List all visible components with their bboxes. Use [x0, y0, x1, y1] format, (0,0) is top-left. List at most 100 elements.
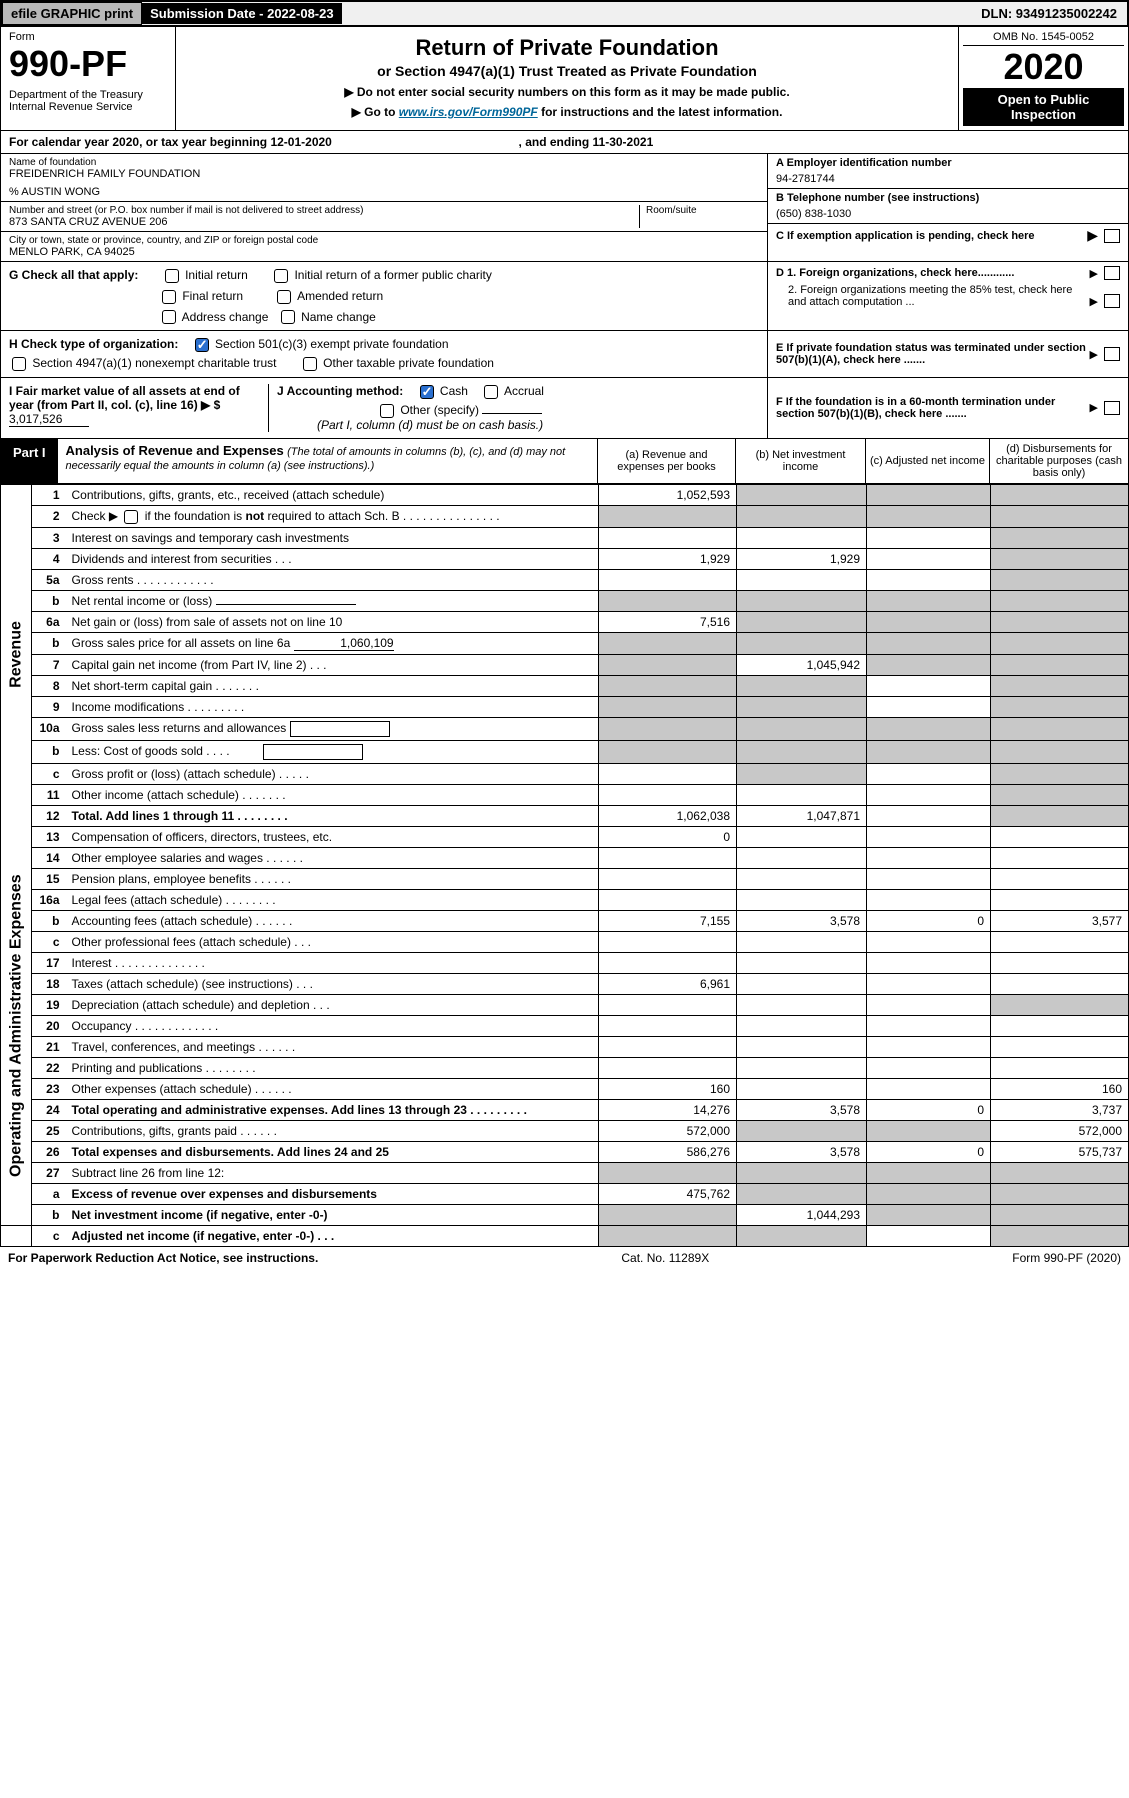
line-desc: Gross rents . . . . . . . . . . . .	[66, 569, 599, 590]
col-a-val: 475,762	[599, 1183, 737, 1204]
note2-pre: ▶ Go to	[352, 105, 399, 119]
ein-cell: A Employer identification number 94-2781…	[768, 154, 1128, 189]
dln-label: DLN: 93491235002242	[971, 3, 1127, 24]
table-row: 10aGross sales less returns and allowanc…	[1, 717, 1129, 740]
efile-graphic-print-button[interactable]: efile GRAPHIC print	[2, 2, 142, 25]
col-a-val: 0	[599, 826, 737, 847]
final-return-checkbox[interactable]	[162, 290, 176, 304]
line-desc: Accounting fees (attach schedule) . . . …	[66, 910, 599, 931]
line-desc: Subtract line 26 from line 12:	[66, 1162, 599, 1183]
d2-label: 2. Foreign organizations meeting the 85%…	[776, 284, 1090, 308]
form-year-block: OMB No. 1545-0052 2020 Open to Public In…	[958, 27, 1128, 130]
table-row: bLess: Cost of goods sold . . . .	[1, 740, 1129, 763]
line-desc: Gross sales less returns and allowances	[66, 717, 599, 740]
form-title-block: Return of Private Foundation or Section …	[176, 27, 958, 130]
sch-b-checkbox[interactable]	[124, 510, 138, 524]
part1-title: Analysis of Revenue and Expenses	[66, 443, 284, 458]
initial-return-checkbox[interactable]	[165, 269, 179, 283]
line-num: 27	[32, 1162, 66, 1183]
line-num: 4	[32, 548, 66, 569]
line-desc: Other expenses (attach schedule) . . . .…	[66, 1078, 599, 1099]
addr-label: Number and street (or P.O. box number if…	[9, 205, 639, 216]
table-row: cGross profit or (loss) (attach schedule…	[1, 763, 1129, 784]
street-address: 873 SANTA CRUZ AVENUE 206	[9, 216, 639, 228]
accrual-checkbox[interactable]	[484, 385, 498, 399]
line-desc: Total. Add lines 1 through 11 . . . . . …	[66, 805, 599, 826]
form-title: Return of Private Foundation	[184, 35, 950, 61]
d1-checkbox[interactable]	[1104, 266, 1120, 280]
address-change-checkbox[interactable]	[162, 310, 176, 324]
col-b-val: 1,929	[737, 548, 867, 569]
g-label: G Check all that apply:	[9, 268, 138, 282]
4947a1-checkbox[interactable]	[12, 357, 26, 371]
col-a-val: 7,516	[599, 611, 737, 632]
line-num: b	[32, 590, 66, 611]
cash-checkbox[interactable]	[420, 385, 434, 399]
line-num: 22	[32, 1057, 66, 1078]
line-num: c	[32, 1225, 66, 1246]
section-i-j-f: I Fair market value of all assets at end…	[0, 378, 1129, 439]
line-num: a	[32, 1183, 66, 1204]
line-num: 5a	[32, 569, 66, 590]
form990pf-link[interactable]: www.irs.gov/Form990PF	[399, 105, 538, 119]
other-method-checkbox[interactable]	[380, 404, 394, 418]
table-row: 6aNet gain or (loss) from sale of assets…	[1, 611, 1129, 632]
foundation-name-cell: Name of foundation FREIDENRICH FAMILY FO…	[1, 154, 767, 202]
table-row: 23Other expenses (attach schedule) . . .…	[1, 1078, 1129, 1099]
c-checkbox[interactable]	[1104, 229, 1120, 243]
room-label: Room/suite	[646, 205, 759, 216]
line-desc: Adjusted net income (if negative, enter …	[66, 1225, 599, 1246]
col-b-val: 1,047,871	[737, 805, 867, 826]
f-checkbox[interactable]	[1104, 401, 1120, 415]
col-a-val: 1,062,038	[599, 805, 737, 826]
submission-date-label: Submission Date - 2022-08-23	[142, 3, 342, 24]
fmv-value: 3,017,526	[9, 412, 89, 427]
table-row: Revenue 1 Contributions, gifts, grants, …	[1, 484, 1129, 505]
table-row: cOther professional fees (attach schedul…	[1, 931, 1129, 952]
address-cell: Number and street (or P.O. box number if…	[1, 202, 767, 232]
col-a-val: 160	[599, 1078, 737, 1099]
part1-label: Part I	[1, 439, 58, 483]
part1-title-block: Analysis of Revenue and Expenses (The to…	[58, 439, 597, 483]
g-initial: Initial return	[185, 268, 248, 282]
col-a-val: 6,961	[599, 973, 737, 994]
g-amended: Amended return	[297, 289, 383, 303]
amended-return-checkbox[interactable]	[277, 290, 291, 304]
e-checkbox[interactable]	[1104, 347, 1120, 361]
line-desc: Pension plans, employee benefits . . . .…	[66, 868, 599, 889]
f-label: F If the foundation is in a 60-month ter…	[776, 396, 1090, 420]
line-num: 6a	[32, 611, 66, 632]
table-row: 22Printing and publications . . . . . . …	[1, 1057, 1129, 1078]
line-desc: Income modifications . . . . . . . . .	[66, 696, 599, 717]
col-b-val: 1,045,942	[737, 654, 867, 675]
line-num: 7	[32, 654, 66, 675]
note2-post: for instructions and the latest informat…	[538, 105, 783, 119]
line-desc: Legal fees (attach schedule) . . . . . .…	[66, 889, 599, 910]
other-taxable-checkbox[interactable]	[303, 357, 317, 371]
table-row: 9Income modifications . . . . . . . . .	[1, 696, 1129, 717]
line-num: 3	[32, 527, 66, 548]
line-num: b	[32, 632, 66, 654]
j-label: J Accounting method:	[277, 384, 403, 398]
initial-public-checkbox[interactable]	[274, 269, 288, 283]
501c3-checkbox[interactable]	[195, 338, 209, 352]
i-j-block: I Fair market value of all assets at end…	[1, 378, 768, 438]
table-row: 16aLegal fees (attach schedule) . . . . …	[1, 889, 1129, 910]
col-a-val: 572,000	[599, 1120, 737, 1141]
name-change-checkbox[interactable]	[281, 310, 295, 324]
column-headers: (a) Revenue and expenses per books (b) N…	[597, 439, 1128, 483]
col-c-val: 0	[867, 910, 991, 931]
phone-value: (650) 838-1030	[776, 208, 1120, 220]
line-num: 15	[32, 868, 66, 889]
line-num: 20	[32, 1015, 66, 1036]
exemption-cell: C If exemption application is pending, c…	[768, 224, 1128, 247]
col-c-val: 0	[867, 1141, 991, 1162]
cal-begin: 12-01-2020	[270, 135, 331, 149]
table-row: 17Interest . . . . . . . . . . . . . .	[1, 952, 1129, 973]
line-num: 17	[32, 952, 66, 973]
line-desc: Printing and publications . . . . . . . …	[66, 1057, 599, 1078]
line-num: b	[32, 910, 66, 931]
line-num: 2	[32, 505, 66, 527]
d2-checkbox[interactable]	[1104, 294, 1120, 308]
j-cash: Cash	[440, 384, 468, 398]
